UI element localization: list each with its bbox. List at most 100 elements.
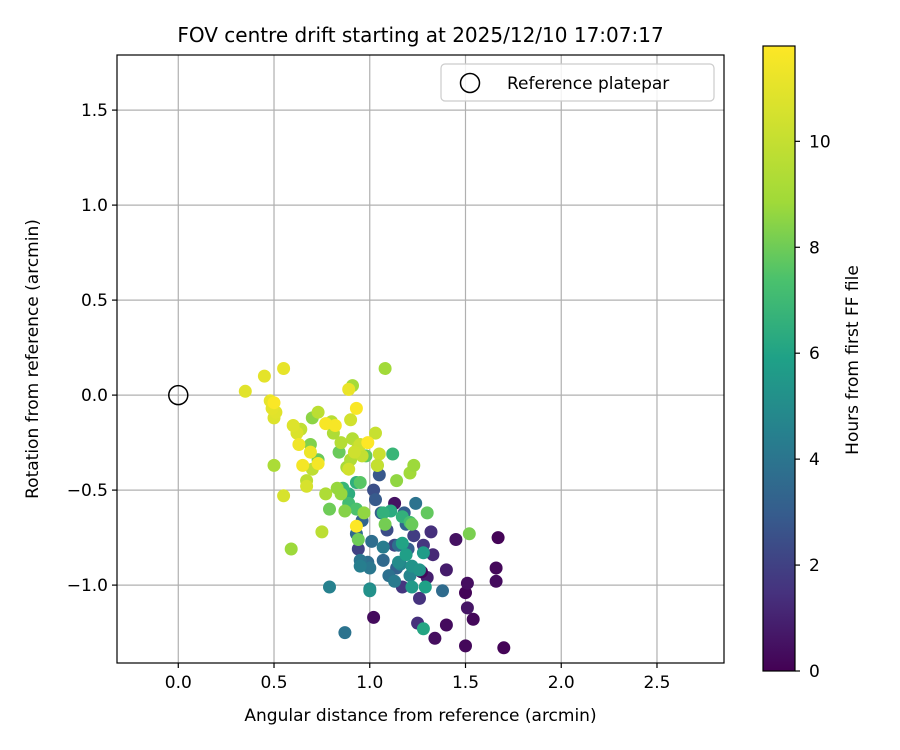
data-point: [277, 362, 291, 375]
data-point: [369, 426, 382, 440]
y-tick-label: 0.5: [81, 291, 108, 311]
colorbar: 0 2 4 6 8 10 Hours from first FF file: [762, 45, 863, 682]
legend-open-circle-icon: [459, 72, 481, 94]
data-point: [267, 458, 281, 472]
data-point: [347, 445, 361, 459]
data-point: [497, 641, 511, 655]
data-point: [439, 618, 453, 632]
data-point: [409, 496, 423, 510]
y-tick-label: 0.0: [81, 386, 108, 406]
data-point: [407, 458, 421, 472]
data-point: [323, 502, 336, 516]
data-point: [296, 458, 310, 472]
data-point: [439, 563, 453, 577]
data-point: [424, 525, 438, 539]
y-tick-label: −0.5: [67, 481, 108, 501]
legend-box: [440, 63, 715, 102]
data-point: [399, 548, 413, 562]
x-tick-label: 0.0: [165, 673, 192, 693]
y-tick-label: −1.0: [67, 576, 108, 596]
colorbar-tick-label: 6: [809, 344, 820, 364]
data-point: [353, 476, 367, 489]
colorbar-tick-label: 8: [809, 238, 820, 258]
data-point: [378, 517, 392, 531]
data-point: [238, 384, 252, 398]
colorbar-frame: [762, 45, 796, 672]
colorbar-tick-label: 2: [809, 556, 820, 576]
data-point: [407, 529, 421, 543]
data-point: [284, 542, 298, 556]
data-point: [342, 462, 356, 476]
data-point: [351, 533, 365, 546]
x-tick-label: 0.5: [260, 673, 287, 693]
data-point: [369, 493, 382, 507]
x-tick-label: 2.5: [643, 673, 670, 693]
legend-label: Reference platepar: [507, 74, 669, 94]
data-point: [363, 584, 377, 598]
data-point: [420, 506, 434, 520]
data-point: [376, 506, 390, 520]
data-point: [361, 436, 375, 450]
data-point: [328, 419, 342, 432]
x-tick-label: 2.0: [548, 673, 575, 693]
data-point: [349, 519, 363, 533]
y-tick-label: 1.0: [81, 196, 108, 216]
data-point: [436, 584, 449, 598]
data-point: [330, 481, 344, 495]
data-point: [405, 517, 419, 531]
y-axis-ticks: 1.5 1.0 0.5 0.0 −0.5 −1.0: [67, 101, 117, 596]
reference-platepar-marker: [168, 384, 189, 406]
data-point: [405, 580, 419, 594]
data-point: [388, 574, 402, 588]
plot-frame: [116, 54, 725, 664]
data-point: [386, 447, 400, 461]
colorbar-ticks: 0 2 4 6 8 10: [795, 132, 831, 682]
colorbar-tick-label: 4: [809, 450, 820, 470]
data-point: [342, 382, 356, 396]
data-point: [418, 580, 432, 594]
data-point: [462, 527, 476, 541]
data-point: [365, 534, 379, 548]
data-point: [338, 626, 352, 640]
colorbar-label: Hours from first FF file: [843, 265, 863, 455]
data-point: [390, 474, 404, 488]
data-point: [460, 576, 474, 590]
data-point: [311, 405, 325, 419]
data-point: [489, 574, 503, 588]
data-point: [286, 419, 300, 432]
data-point: [257, 369, 271, 383]
data-point: [319, 487, 333, 501]
data-point: [303, 445, 317, 459]
data-point: [277, 489, 291, 503]
colorbar-gradient: [763, 46, 795, 671]
chart-title: FOV centre drift starting at 2025/12/10 …: [177, 23, 663, 47]
data-point: [338, 504, 352, 518]
data-point: [395, 536, 409, 550]
data-points: [238, 362, 511, 655]
y-tick-label: 1.5: [81, 101, 108, 121]
data-point: [489, 561, 503, 575]
data-point: [367, 610, 381, 624]
data-point: [267, 396, 281, 410]
data-point: [460, 601, 474, 615]
colorbar-tick-label: 10: [809, 132, 831, 152]
data-point: [351, 542, 365, 556]
data-point: [323, 580, 336, 594]
data-point: [357, 506, 371, 520]
legend: Reference platepar: [440, 63, 715, 102]
data-point: [449, 533, 463, 546]
data-point: [353, 559, 367, 573]
data-point: [416, 546, 430, 560]
x-axis-label: Angular distance from reference (arcmin): [244, 706, 596, 726]
data-point: [378, 362, 392, 375]
data-point: [491, 531, 505, 545]
data-point: [300, 479, 314, 493]
data-point: [413, 591, 426, 605]
x-axis-ticks: 0.0 0.5 1.0 1.5 2.0 2.5: [165, 663, 671, 693]
data-point: [292, 438, 306, 451]
reference-platepar-circle: [168, 384, 189, 406]
data-point: [416, 622, 430, 636]
y-axis-label: Rotation from reference (arcmin): [23, 219, 43, 499]
data-point: [413, 563, 426, 577]
